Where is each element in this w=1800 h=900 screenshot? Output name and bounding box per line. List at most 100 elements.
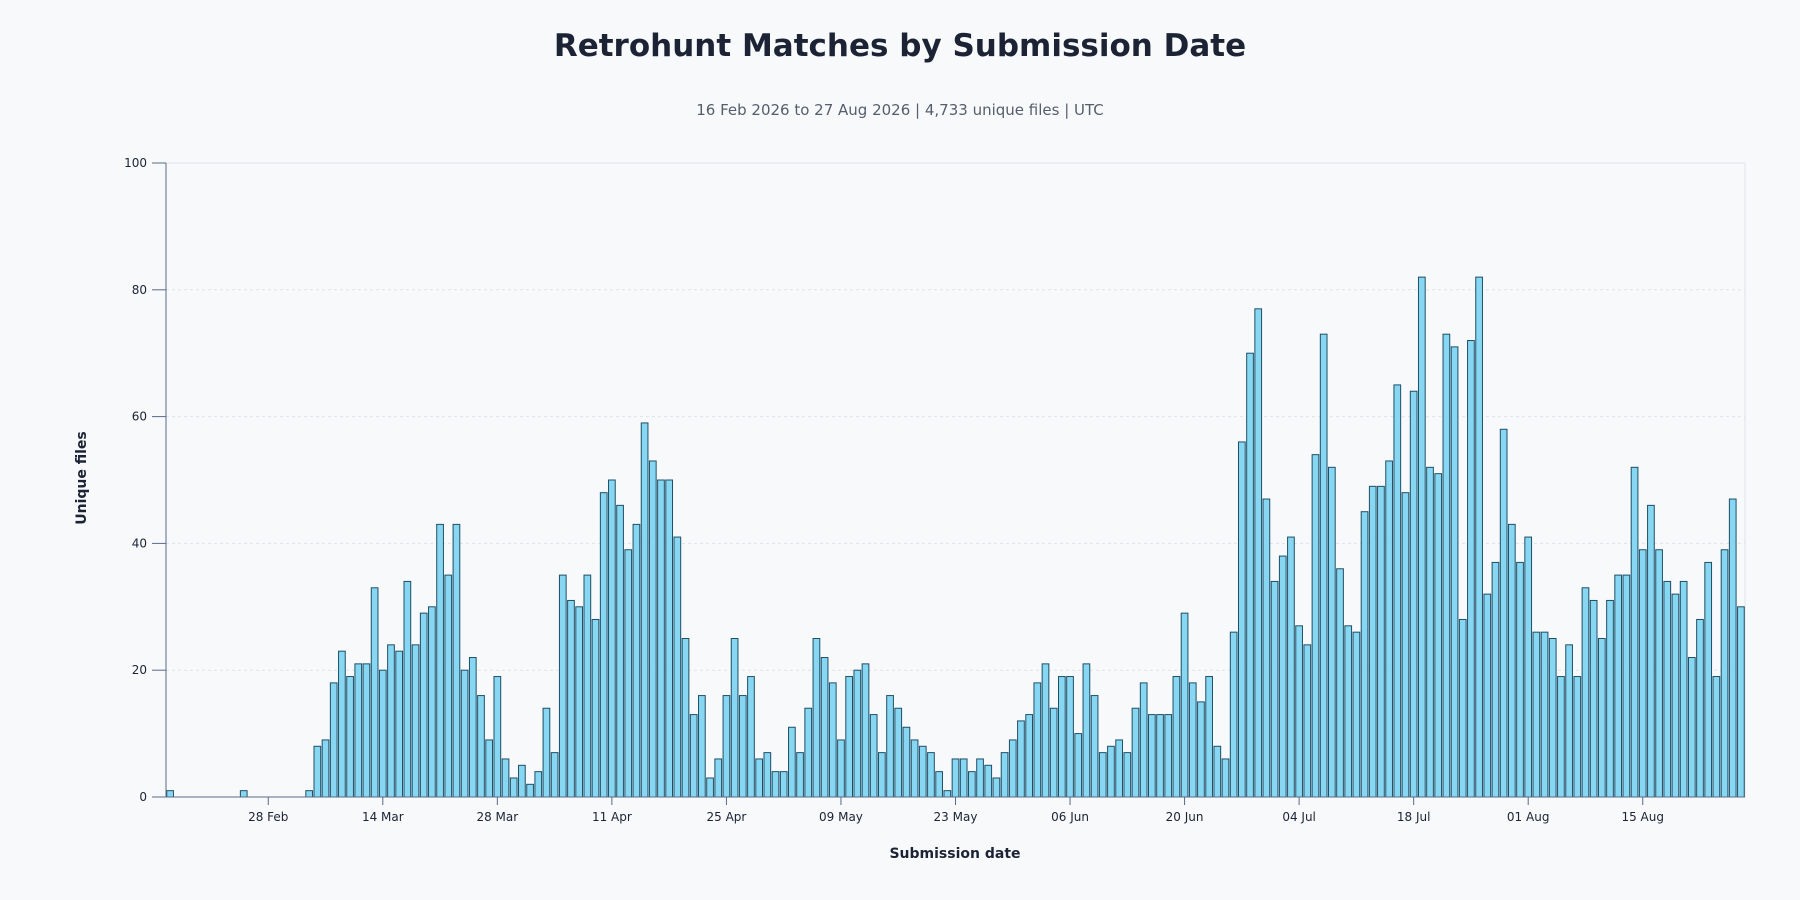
bar [1475,276,1483,798]
bar [1565,644,1573,798]
bar [632,523,641,798]
bar [1336,568,1344,798]
x-tick-label: 18 Jul [1397,810,1431,824]
bar [1319,333,1328,798]
bar [395,650,404,798]
bar [1377,485,1385,798]
bar [804,707,813,798]
bar [1148,714,1156,798]
bar [894,707,903,798]
bar [1123,752,1132,798]
bar [1720,549,1729,798]
bar [346,676,354,798]
bar [853,669,862,798]
bar [1229,631,1238,798]
bar [1712,676,1721,798]
y-tick-label: 40 [132,536,147,550]
bar [1516,561,1524,798]
bar [1671,593,1680,798]
bar [624,549,633,798]
bar [591,618,600,798]
bar [477,695,485,798]
bar [1417,276,1426,798]
bar [910,739,919,798]
bar [747,676,755,798]
bar [485,739,494,798]
bar [1237,441,1246,798]
bar [378,669,387,798]
bar [1017,720,1025,798]
bar [313,745,322,798]
bar [1188,682,1197,798]
bar [722,695,731,798]
bar [1270,580,1279,798]
bar [1557,676,1565,798]
bar [362,663,371,798]
bar [1041,663,1050,798]
bar [509,777,518,798]
bar [305,790,314,798]
bar [927,752,935,798]
x-tick-label: 15 Aug [1621,810,1664,824]
bar [837,739,845,798]
bar [616,504,624,798]
chart-subtitle: 16 Feb 2026 to 27 Aug 2026 | 4,733 uniqu… [696,101,1104,119]
bar [951,758,960,798]
bar [329,682,338,798]
bar [501,758,510,798]
bar [1074,733,1083,798]
bar [1614,574,1623,798]
bar [861,663,870,798]
bar [1107,745,1115,798]
x-tick-label: 11 Apr [592,810,632,824]
bar [558,574,567,798]
bar [1172,676,1181,798]
bar [1008,739,1017,798]
bar [1434,473,1443,798]
bar [1254,308,1263,798]
bar [338,650,346,798]
x-tick-label: 06 Jun [1051,810,1089,824]
bar [1368,485,1377,798]
bar [419,612,428,798]
bar [1082,663,1091,798]
bar [1131,707,1140,798]
bar [935,771,943,798]
bar [1679,580,1688,798]
bars [166,276,1745,798]
bar [673,536,682,798]
bar [1548,638,1557,798]
bar [984,764,993,798]
bar [452,523,461,798]
bar [1696,618,1704,798]
bar [1197,701,1205,798]
x-tick-label: 25 Apr [707,810,747,824]
bar [902,726,911,798]
bar [1221,758,1230,798]
bar [738,695,747,798]
bar [1663,580,1672,798]
bar [608,479,616,798]
bar [1737,606,1745,798]
bar [1115,739,1123,798]
bar [583,574,592,798]
x-tick-label: 01 Aug [1507,810,1550,824]
bar [1524,536,1533,798]
x-tick-label: 28 Mar [476,810,518,824]
x-axis-label: Submission date [889,846,1020,862]
bar [1278,555,1287,798]
bar [869,714,878,798]
bar [354,663,363,798]
x-tick-label: 14 Mar [362,810,404,824]
bar [1327,466,1336,798]
bar [387,644,395,798]
y-axis-label: Unique files [74,431,90,525]
bar [1409,390,1418,798]
bar [1033,682,1042,798]
bar [1246,352,1254,798]
y-tick-label: 20 [132,663,147,677]
bar [918,745,927,798]
axes: 0 20 40 60 80 100 28 Feb 14 Mar 28 Mar 11 Apr 25 A… [124,156,1745,824]
bar [534,771,543,798]
